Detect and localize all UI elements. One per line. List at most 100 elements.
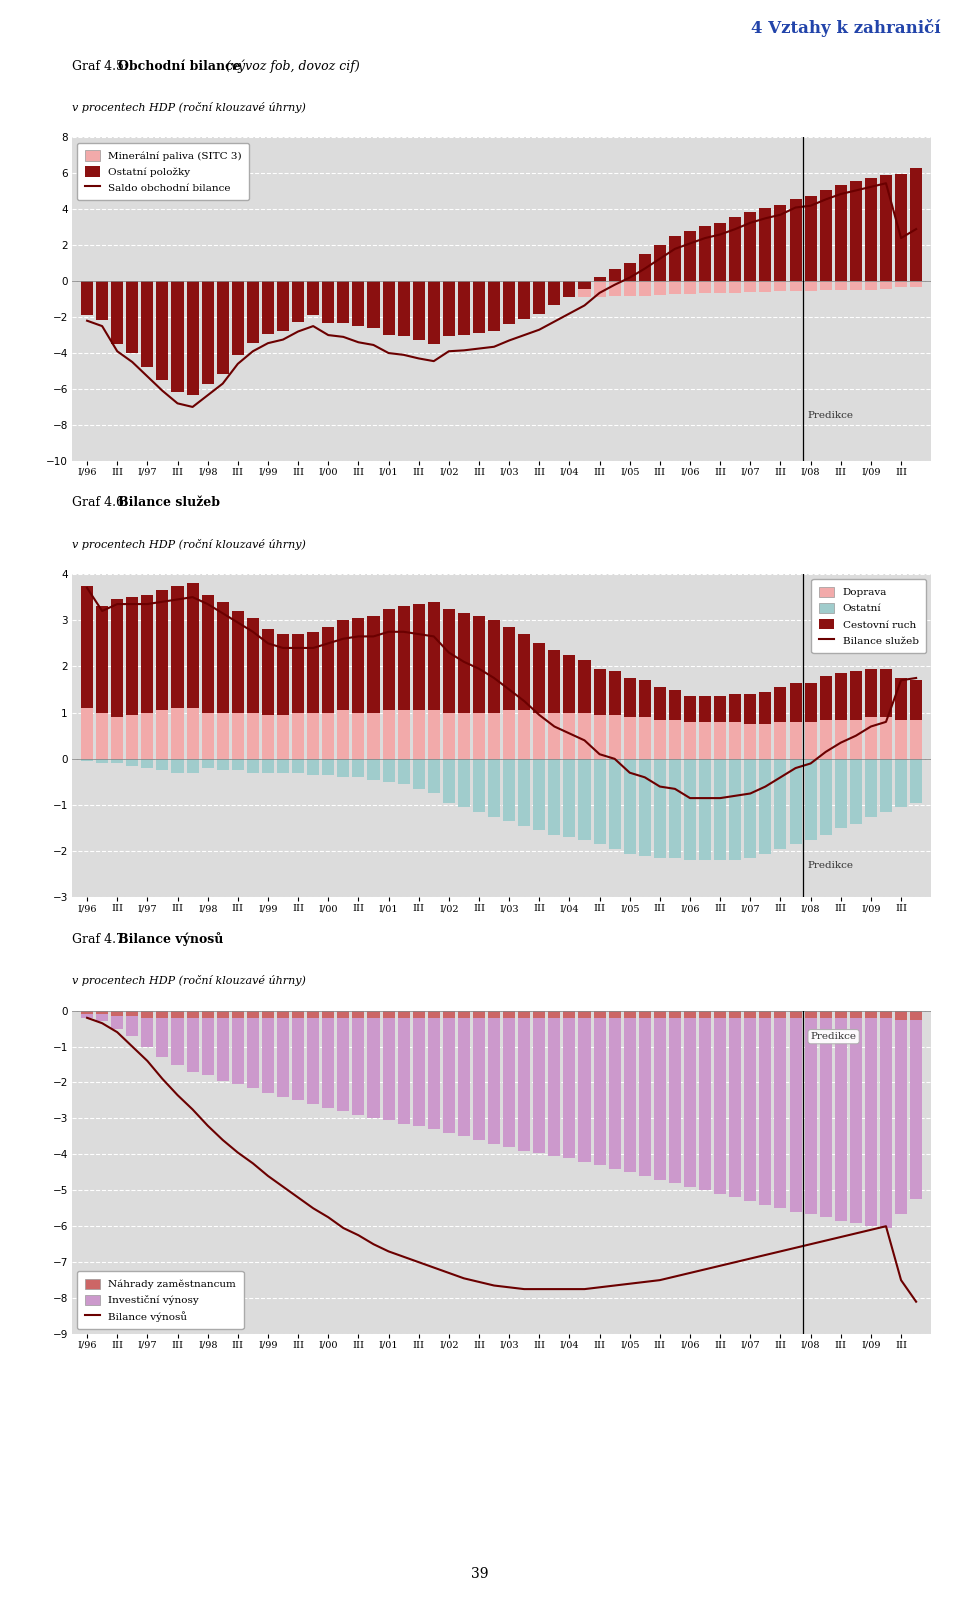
Legend: Doprava, Ostatní, Cestovní ruch, Bilance služeb: Doprava, Ostatní, Cestovní ruch, Bilance… (811, 579, 926, 653)
Bar (579, 713, 590, 758)
Text: Obchodní bilance: Obchodní bilance (118, 60, 241, 73)
Bar (413, 758, 424, 789)
Bar (895, 720, 907, 758)
Bar (458, 613, 470, 713)
Bar (564, 1011, 575, 1017)
Bar (397, 1017, 410, 1124)
Text: v procentech HDP (roční klouzavé úhrny): v procentech HDP (roční klouzavé úhrny) (72, 975, 306, 986)
Bar (759, 207, 772, 281)
Bar (714, 697, 726, 721)
Bar (352, 1011, 365, 1017)
Bar (775, 281, 786, 291)
Bar (217, 713, 228, 758)
Bar (172, 1017, 183, 1064)
Bar (775, 758, 786, 849)
Bar (669, 758, 681, 859)
Bar (428, 281, 440, 298)
Bar (548, 713, 561, 758)
Bar (850, 720, 862, 758)
Bar (820, 676, 831, 720)
Bar (127, 715, 138, 758)
Bar (744, 724, 756, 758)
Bar (202, 758, 214, 768)
Bar (804, 1011, 817, 1017)
Bar (865, 758, 876, 817)
Bar (895, 758, 907, 807)
Bar (865, 1011, 876, 1017)
Bar (443, 1017, 455, 1134)
Bar (895, 1020, 907, 1214)
Bar (820, 758, 831, 834)
Bar (382, 281, 395, 335)
Bar (186, 1017, 199, 1072)
Bar (488, 281, 500, 331)
Text: Graf 4.6:: Graf 4.6: (72, 496, 132, 509)
Bar (202, 281, 214, 293)
Bar (337, 758, 349, 778)
Text: 39: 39 (471, 1567, 489, 1581)
Bar (81, 585, 93, 708)
Bar (111, 1011, 123, 1015)
Bar (624, 678, 636, 718)
Bar (202, 1011, 214, 1017)
Bar (533, 644, 545, 713)
Bar (654, 1017, 666, 1179)
Bar (397, 1011, 410, 1017)
Bar (247, 1011, 259, 1017)
Bar (368, 1011, 379, 1017)
Bar (609, 715, 621, 758)
Bar (669, 1011, 681, 1017)
Bar (835, 720, 847, 758)
Bar (714, 721, 726, 758)
Bar (759, 1017, 772, 1205)
Bar (593, 669, 606, 715)
Bar (111, 281, 123, 344)
Bar (684, 721, 696, 758)
Bar (262, 715, 274, 758)
Bar (638, 718, 651, 758)
Bar (307, 1011, 320, 1017)
Bar (503, 758, 516, 821)
Bar (397, 281, 410, 301)
Bar (96, 1011, 108, 1014)
Bar (443, 713, 455, 758)
Bar (277, 634, 289, 715)
Bar (368, 1017, 379, 1119)
Bar (503, 710, 516, 758)
Bar (579, 1011, 590, 1017)
Bar (804, 682, 817, 721)
Bar (382, 1011, 395, 1017)
Bar (548, 281, 561, 298)
Bar (865, 718, 876, 758)
Bar (669, 1017, 681, 1184)
Bar (654, 246, 666, 281)
Bar (458, 1011, 470, 1017)
Bar (262, 281, 274, 335)
Bar (548, 758, 561, 834)
Bar (533, 281, 545, 314)
Bar (413, 1011, 424, 1017)
Bar (277, 281, 289, 289)
Bar (172, 281, 183, 293)
Bar (503, 1017, 516, 1146)
Bar (804, 1017, 817, 1214)
Bar (579, 1017, 590, 1161)
Bar (579, 660, 590, 713)
Bar (368, 758, 379, 779)
Bar (111, 1015, 123, 1028)
Bar (684, 1017, 696, 1187)
Bar (382, 608, 395, 710)
Bar (141, 595, 154, 713)
Bar (548, 650, 561, 713)
Bar (141, 758, 154, 768)
Bar (81, 708, 93, 758)
Bar (262, 1017, 274, 1093)
Bar (337, 621, 349, 710)
Bar (323, 1011, 334, 1017)
Bar (910, 758, 923, 802)
Bar (638, 1017, 651, 1176)
Bar (247, 281, 259, 289)
Text: Predikce: Predikce (810, 1032, 856, 1041)
Bar (638, 681, 651, 718)
Bar (217, 1017, 228, 1080)
